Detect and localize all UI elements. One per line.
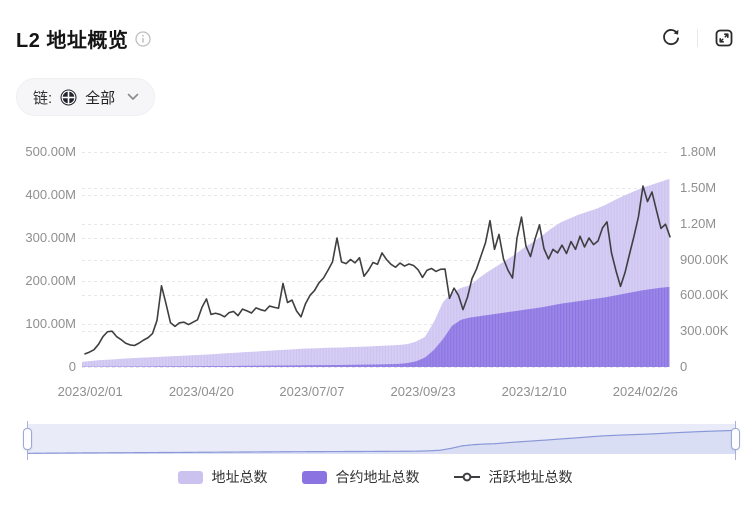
legend-label: 合约地址总数 [335,469,420,485]
slider-left-handle[interactable] [22,428,32,450]
y-axis-label-right: 900.00K [680,251,729,267]
y-axis-label-right: 1.50M [680,179,717,195]
y-axis-label-right: 600.00K [680,287,729,303]
y-axis-label-left: 400.00M [25,187,76,202]
y-axis-label-right: 1.80M [680,144,717,159]
active-addresses-line-icon [453,471,480,483]
info-icon[interactable] [135,30,152,47]
page-title: L2 地址概览 [16,30,129,52]
range-slider[interactable] [0,416,750,464]
y-axis-label-left: 200.00M [25,273,76,288]
x-axis-label: 2023/09/23 [390,384,456,399]
x-axis-label: 2023/04/20 [168,384,234,399]
chart-legend: 地址总数 合约地址总数 活跃地址总数 [0,467,750,487]
y-axis-label-left: 0 [68,359,76,374]
legend-item-contract-addresses[interactable]: 合约地址总数 [301,467,420,487]
chevron-down-icon [127,93,139,101]
legend-item-total-addresses[interactable]: 地址总数 [177,467,268,487]
card-header: L2 地址概览 [16,24,152,53]
chain-filter-label: 链: [33,89,53,107]
header-actions [659,26,736,50]
header-divider [697,29,698,47]
total-addresses-swatch [177,470,203,484]
x-axis-label: 2023/02/01 [57,384,123,399]
x-axis-label: 2024/02/26 [612,384,678,399]
x-axis-label: 2023/12/10 [501,384,567,399]
y-axis-label-left: 500.00M [25,144,76,159]
refresh-icon[interactable] [659,26,683,50]
all-chains-icon [60,89,77,106]
chain-filter-value: 全部 [85,89,116,107]
legend-label: 活跃地址总数 [488,469,573,485]
y-axis-label-right: 300.00K [680,323,729,339]
y-axis-label-right: 0 [680,359,688,374]
legend-item-active-addresses[interactable]: 活跃地址总数 [453,467,573,487]
y-axis-label-right: 1.20M [680,215,717,231]
contract-addresses-swatch [301,470,327,484]
y-axis-label-left: 300.00M [25,230,76,245]
chain-filter-dropdown[interactable]: 链: 全部 [16,78,156,116]
x-axis-label: 2023/07/07 [279,384,345,399]
legend-label: 地址总数 [211,469,268,485]
main-chart-canvas[interactable] [0,138,750,400]
y-axis-label-left: 100.00M [25,316,76,331]
range-slider-track[interactable] [0,416,750,464]
expand-icon[interactable] [712,26,736,50]
slider-right-handle[interactable] [730,428,740,450]
